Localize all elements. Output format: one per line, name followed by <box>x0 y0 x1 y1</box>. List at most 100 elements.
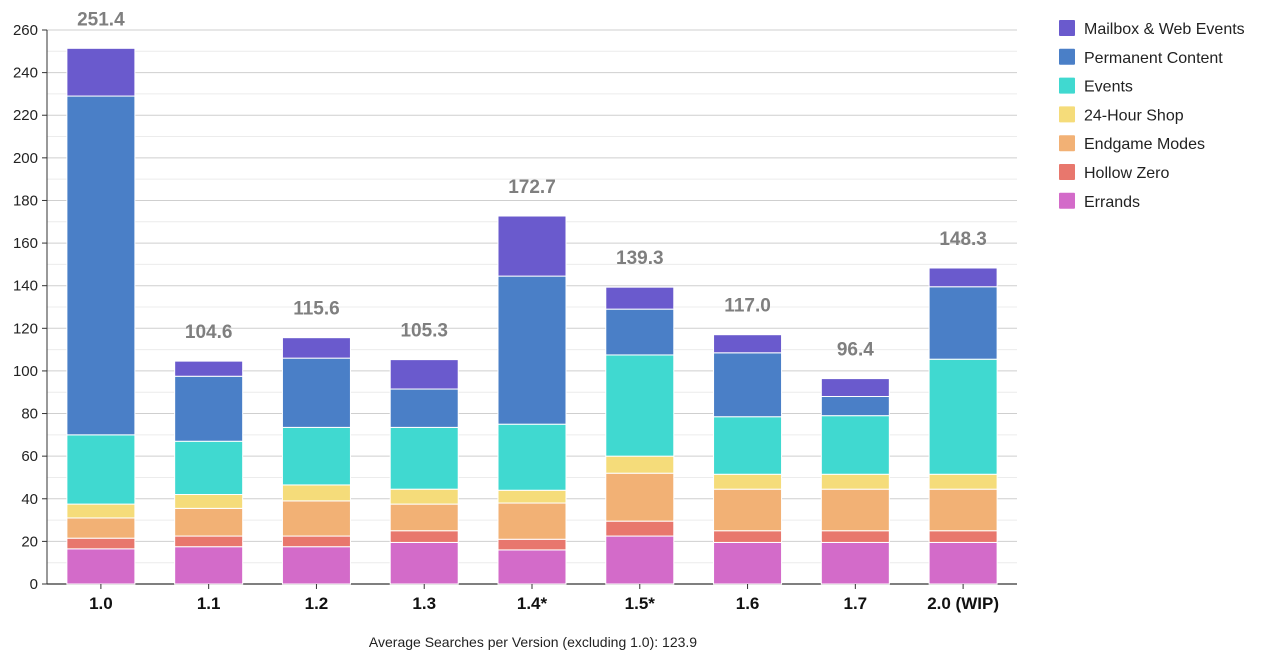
bar-stack-1.0: 251.4 1.0 <box>66 9 136 613</box>
bar-segment-permanent-content <box>820 395 890 417</box>
y-axis: 0 20 40 60 80 100 120 140 160 180 200 220 240 260 <box>13 22 47 593</box>
bar-segment-hollow-zero <box>497 538 567 551</box>
x-tick-label: 1.1 <box>197 594 221 613</box>
bar-segment-mailbox-web-events <box>713 334 783 354</box>
y-tick-label: 180 <box>13 192 38 209</box>
bar-segment-endgame-modes <box>281 500 351 537</box>
bar-segment-permanent-content <box>713 352 783 418</box>
x-tick-label: 1.3 <box>412 594 436 613</box>
y-tick-label: 100 <box>13 363 38 380</box>
y-tick-label: 260 <box>13 22 38 39</box>
y-tick-label: 140 <box>13 278 38 295</box>
x-tick-label: 1.7 <box>844 594 868 613</box>
bar-segment-endgame-modes <box>66 517 136 539</box>
bar-segment-mailbox-web-events <box>605 286 675 310</box>
legend-label: Permanent Content <box>1084 50 1223 67</box>
bar-stack-1.3: 105.3 1.3 <box>389 321 459 613</box>
bar-segment-endgame-modes <box>605 472 675 522</box>
bar-segment-hollow-zero <box>281 535 351 548</box>
legend-item-hollow-zero[interactable]: Hollow Zero <box>1059 164 1169 182</box>
bar-segment-errands <box>389 541 459 585</box>
bar-segment-events <box>605 354 675 457</box>
legend-swatch <box>1059 192 1075 209</box>
bar-segment-mailbox-web-events <box>66 47 136 97</box>
bar-segment-errands <box>66 548 136 585</box>
bar-segment-mailbox-web-events <box>174 360 244 377</box>
bar-segment-24-hour-shop <box>66 503 136 519</box>
bar-segment-mailbox-web-events <box>389 359 459 390</box>
total-label: 117.0 <box>724 296 771 317</box>
bar-segment-mailbox-web-events <box>820 378 890 397</box>
legend-item-errands[interactable]: Errands <box>1059 192 1140 211</box>
footnote: Average Searches per Version (excluding … <box>369 634 697 650</box>
bar-segment-permanent-content <box>66 95 136 436</box>
bar-segment-24-hour-shop <box>928 473 998 490</box>
bar-segment-events <box>713 416 783 475</box>
bar-stack-1.2: 115.6 1.2 <box>281 299 351 613</box>
legend-swatch <box>1059 48 1075 65</box>
bar-segment-endgame-modes <box>820 488 890 532</box>
bar-segment-permanent-content <box>281 357 351 428</box>
bar-stack-1.6: 117.0 1.6 <box>713 296 783 613</box>
bar-segment-endgame-modes <box>174 507 244 537</box>
y-tick-label: 200 <box>13 150 38 167</box>
bar-segment-errands <box>820 541 890 585</box>
legend-label: Hollow Zero <box>1084 165 1169 182</box>
total-label: 96.4 <box>837 340 874 361</box>
legend: Mailbox & Web Events Permanent Content Eve… <box>1059 20 1245 211</box>
x-tick-label: 1.4* <box>517 594 548 613</box>
x-tick-label: 1.6 <box>736 594 760 613</box>
y-tick-label: 40 <box>21 491 38 508</box>
bar-segment-24-hour-shop <box>605 455 675 474</box>
bar-segment-permanent-content <box>389 388 459 428</box>
y-tick-label: 240 <box>13 65 38 82</box>
total-label: 172.7 <box>508 177 556 198</box>
y-tick-label: 60 <box>21 448 38 465</box>
bar-segment-hollow-zero <box>66 537 136 550</box>
legend-item-24-hour-shop[interactable]: 24-Hour Shop <box>1059 106 1184 124</box>
total-label: 104.6 <box>185 322 233 343</box>
bar-segment-errands <box>281 546 351 585</box>
bar-segment-events <box>820 415 890 475</box>
bar-segment-24-hour-shop <box>174 494 244 509</box>
bars: 251.4 1.0 104.6 1.1 115.6 1.2 105.3 1.3 172.7 1.4… <box>66 9 999 613</box>
bar-segment-24-hour-shop <box>713 473 783 490</box>
bar-segment-24-hour-shop <box>820 473 890 490</box>
legend-swatch <box>1059 77 1075 94</box>
y-tick-label: 80 <box>21 406 38 423</box>
legend-label: Endgame Modes <box>1084 136 1205 153</box>
bar-segment-mailbox-web-events <box>281 337 351 359</box>
bar-segment-hollow-zero <box>174 535 244 548</box>
legend-item-endgame-modes[interactable]: Endgame Modes <box>1059 135 1205 153</box>
bar-segment-errands <box>928 541 998 585</box>
bar-segment-errands <box>497 549 567 585</box>
legend-item-mailbox-web-events[interactable]: Mailbox & Web Events <box>1059 20 1245 38</box>
x-tick-label: 1.5* <box>625 594 656 613</box>
legend-label: Errands <box>1084 194 1140 211</box>
bar-segment-endgame-modes <box>497 502 567 540</box>
bar-stack-1.4-: 172.7 1.4* <box>497 177 567 613</box>
legend-label: Mailbox & Web Events <box>1084 21 1245 38</box>
bar-segment-events <box>497 423 567 491</box>
bar-segment-24-hour-shop <box>281 484 351 502</box>
bar-stack-2.0-WIP-: 148.3 2.0 (WIP) <box>927 229 999 613</box>
bar-segment-endgame-modes <box>389 503 459 532</box>
bar-segment-hollow-zero <box>928 530 998 543</box>
y-tick-label: 120 <box>13 320 38 337</box>
bar-segment-events <box>389 426 459 490</box>
legend-item-events[interactable]: Events <box>1059 77 1133 96</box>
y-tick-label: 0 <box>30 576 38 593</box>
bar-segment-hollow-zero <box>389 530 459 543</box>
x-tick-label: 1.0 <box>89 594 113 613</box>
bar-segment-permanent-content <box>497 275 567 425</box>
bar-segment-hollow-zero <box>713 530 783 543</box>
bar-stack-1.5-: 139.3 1.5* <box>605 248 675 613</box>
x-tick-label: 1.2 <box>305 594 329 613</box>
bar-stack-1.7: 96.4 1.7 <box>820 340 890 613</box>
legend-swatch <box>1059 20 1075 36</box>
bar-segment-permanent-content <box>605 308 675 356</box>
legend-item-permanent-content[interactable]: Permanent Content <box>1059 48 1223 67</box>
bar-segment-events <box>174 440 244 496</box>
